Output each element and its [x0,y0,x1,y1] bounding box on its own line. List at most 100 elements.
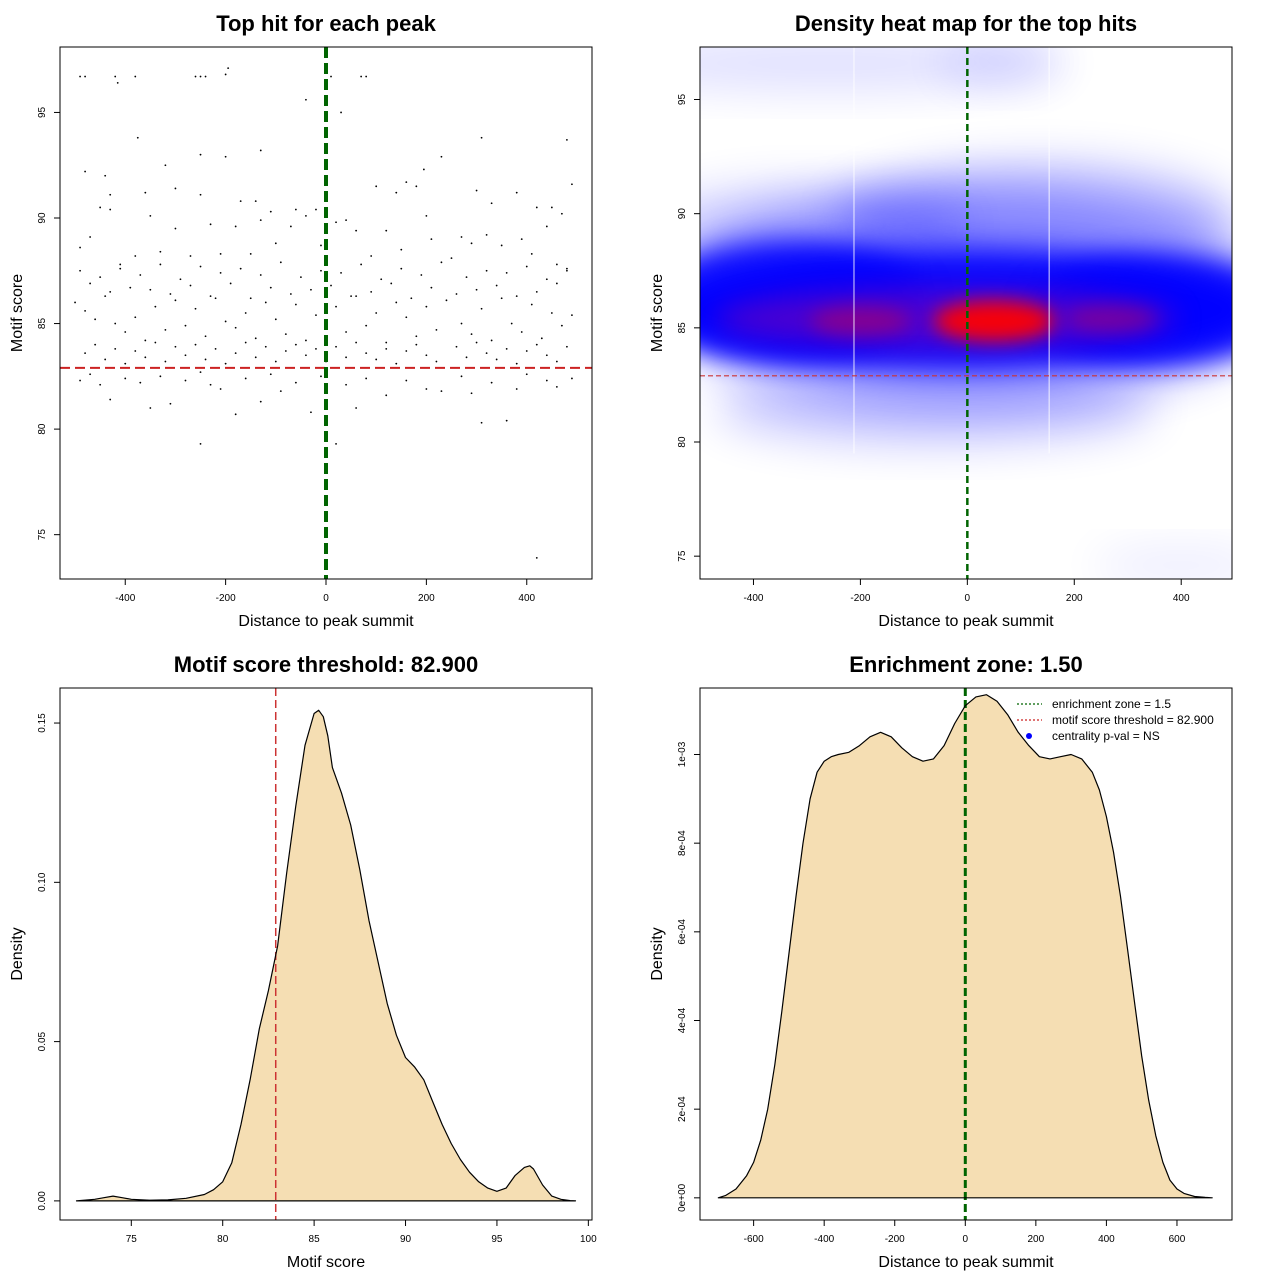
x-tick-label: 0 [965,593,971,604]
data-point [360,263,363,266]
density-blob [939,47,1060,86]
data-point [360,75,363,78]
data-point [284,333,287,336]
legend-marker [1026,733,1032,739]
data-point [269,210,272,213]
data-point [249,252,252,255]
data-point [365,377,368,380]
x-tick-label: -600 [744,1234,764,1245]
data-point [224,320,227,323]
data-point [84,352,86,355]
data-point [530,303,533,306]
data-point [284,350,287,352]
legend-label: motif score threshold = 82.900 [1052,713,1214,727]
data-point [159,375,162,378]
data-point [435,328,438,331]
x-tick-label: -200 [850,593,870,604]
data-point [440,390,443,393]
data-point [355,295,358,298]
legend-label: centrality p-val = NS [1052,729,1160,743]
data-point [149,288,152,291]
data-point [395,191,398,194]
data-point [490,202,493,205]
data-point [550,312,553,314]
y-tick-label: 95 [37,106,48,118]
data-point [425,214,428,217]
data-point [395,362,398,365]
data-point [84,309,86,312]
data-point [405,350,408,352]
data-point [254,356,257,359]
data-point [475,341,478,344]
data-point [259,400,262,403]
data-point [390,282,393,285]
data-point [224,155,227,158]
data-point [560,212,563,215]
data-point [104,358,107,361]
data-point [144,356,147,359]
density-curve [717,694,1213,1199]
data-point [310,411,312,414]
data-point [269,373,272,376]
data-point [199,442,202,445]
data-point [335,305,337,308]
data-point [89,236,92,238]
data-point [355,407,358,409]
data-point [430,238,433,241]
data-point [79,75,81,78]
data-point [320,244,322,247]
data-point [169,293,172,295]
data-point [440,261,443,264]
data-point [174,187,177,190]
data-point [294,303,297,306]
data-point [279,390,282,393]
y-tick-label: 2e-04 [677,1096,688,1122]
data-point [259,274,262,276]
data-point [184,324,187,327]
y-tick-label: 85 [677,322,688,334]
data-point [139,274,142,276]
legend: enrichment zone = 1.5 motif score thresho… [1017,697,1214,743]
data-point [99,276,102,279]
data-point [550,206,553,209]
data-point [274,360,277,363]
data-point [500,297,503,300]
data-point [144,339,147,342]
data-point [540,337,543,340]
data-point [420,274,423,276]
plot-frame [699,46,1233,580]
x-tick-label: 0 [323,593,329,604]
data-point [174,227,177,230]
y-tick-label: 1e-03 [677,741,688,767]
x-tick-label: 600 [1169,1234,1186,1245]
data-point [305,354,307,357]
data-point [345,219,347,222]
data-point [385,341,388,344]
data-point [422,168,425,171]
data-point [129,286,132,289]
data-point [350,295,352,298]
x-tick-label: 100 [580,1234,597,1245]
data-point [495,284,498,287]
data-point [460,236,463,238]
data-point [114,347,117,350]
data-point [490,339,493,342]
data-point [199,371,202,374]
data-point [400,267,403,270]
data-point [485,352,488,355]
data-point [555,385,558,388]
chart-title: Motif score threshold: 82.900 [174,652,478,677]
data-point [480,421,483,424]
data-point [470,333,473,336]
x-tick-label: -400 [115,593,135,604]
data-point [124,377,127,380]
data-point [274,318,277,321]
data-point [535,556,538,559]
data-point [340,111,342,114]
data-point [520,238,523,241]
data-point [405,181,408,184]
data-point [315,208,317,211]
data-point [385,394,388,397]
data-point [475,288,478,291]
